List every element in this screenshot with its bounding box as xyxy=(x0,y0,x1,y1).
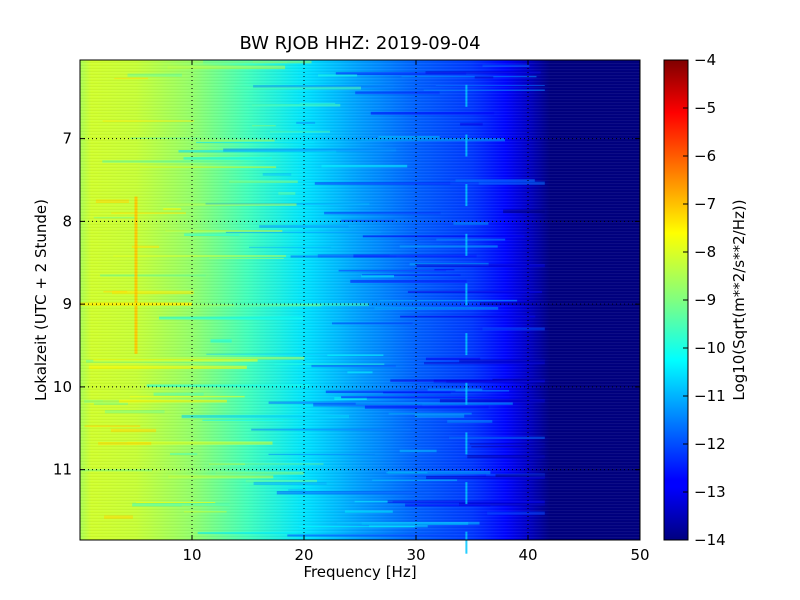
plot-frame xyxy=(79,59,641,541)
y-axis-ticks: 7 8 9 10 11 xyxy=(53,130,640,479)
colorbar-tick-label: −10 xyxy=(694,339,726,357)
x-tick-label: 10 xyxy=(182,546,201,564)
plot-area: 10 20 30 40 50 7 8 9 10 11 xyxy=(53,59,650,564)
spectral-line-feature xyxy=(465,531,468,554)
y-axis-label: Lokalzeit (UTC + 2 Stunde) xyxy=(32,199,50,401)
colorbar-tick-label: −6 xyxy=(694,147,716,165)
colorbar-tick-label: −9 xyxy=(694,291,716,309)
colorbar-tick-label: −7 xyxy=(694,195,716,213)
y-tick-label: 8 xyxy=(62,212,72,230)
y-tick-label: 7 xyxy=(62,130,72,148)
heatmap-texture xyxy=(80,60,640,540)
colorbar-tick-label: −11 xyxy=(694,387,726,405)
y-tick-label: 10 xyxy=(53,378,72,396)
colorbar-tick-label: −4 xyxy=(694,51,716,69)
x-axis-ticks: 10 20 30 40 50 xyxy=(182,60,650,564)
x-axis-label: Frequency [Hz] xyxy=(303,563,416,581)
colorbar-ticks: −4 −5 −6 −7 −8 −9 −10 −11 −12 −13 −14 xyxy=(683,51,726,549)
grid-lines xyxy=(80,60,640,540)
colorbar-tick-label: −13 xyxy=(694,483,726,501)
x-tick-label: 20 xyxy=(294,546,313,564)
x-tick-label: 30 xyxy=(406,546,425,564)
colorbar-tick-label: −14 xyxy=(694,531,726,549)
x-tick-label: 40 xyxy=(518,546,537,564)
colorbar: −4 −5 −6 −7 −8 −9 −10 −11 −12 −13 −14 Log10(Sqrt(m… xyxy=(663,51,748,549)
colorbar-tick-label: −8 xyxy=(694,243,716,261)
colorbar-tick-label: −5 xyxy=(694,99,716,117)
colorbar-label: Log10(Sqrt(m**2/s**2/Hz)) xyxy=(730,199,748,400)
chart-title: BW RJOB HHZ: 2019-09-04 xyxy=(239,33,480,54)
colorbar-tick-label: −12 xyxy=(694,435,726,453)
y-tick-label: 9 xyxy=(62,295,72,313)
x-tick-label: 50 xyxy=(630,546,649,564)
y-tick-label: 11 xyxy=(53,461,72,479)
